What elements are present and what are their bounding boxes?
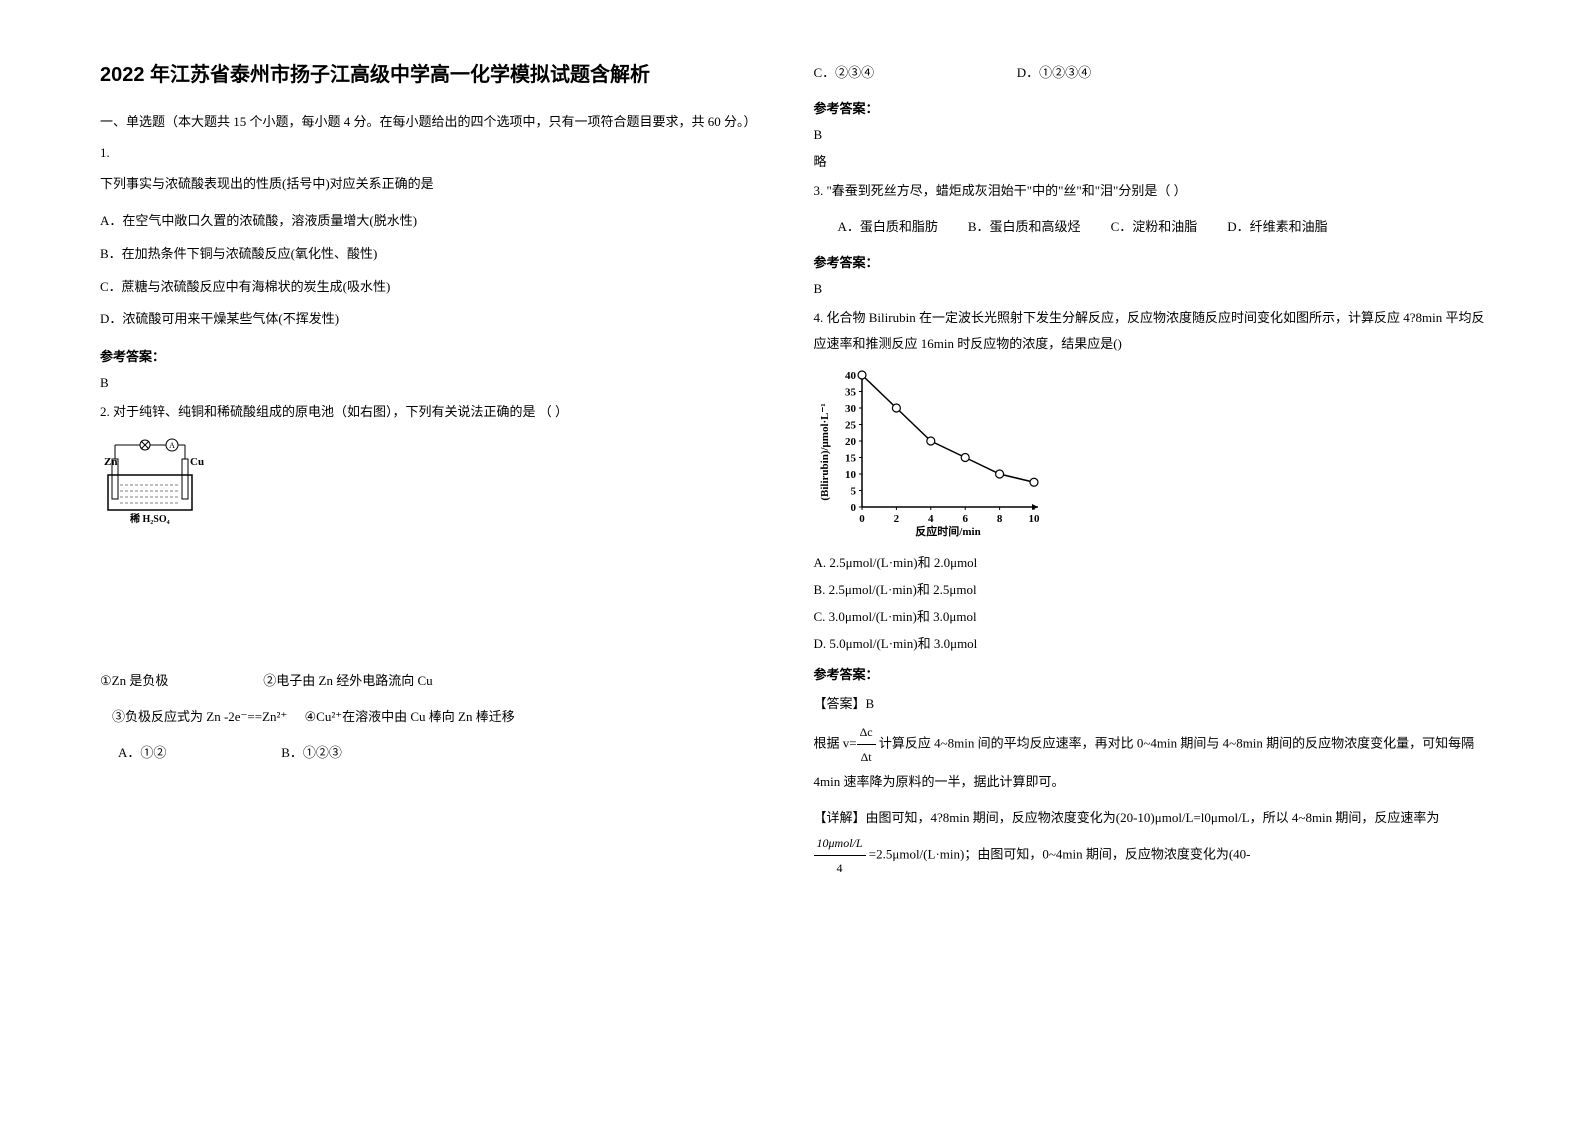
svg-text:30: 30 (845, 403, 857, 415)
svg-text:反应时间/min: 反应时间/min (915, 524, 980, 537)
q4-frac1-den: Δt (857, 745, 876, 769)
q2-note: 略 (814, 151, 1488, 170)
exam-page: 2022 年江苏省泰州市扬子江高级中学高一化学模拟试题含解析 一、单选题（本大题… (0, 60, 1587, 890)
ammeter-label: A (169, 441, 175, 450)
q1-answer: B (100, 375, 774, 391)
svg-text:25: 25 (845, 420, 857, 432)
zn-electrode-label: Zn (104, 456, 117, 468)
q4-analysis-p2-pre: 【详解】由图可知，4?8min 期间，反应物浓度变化为(20-10)μmol/L… (814, 810, 1440, 825)
q4-chart: 0 5 10 15 20 25 30 35 40 0 2 4 6 8 10 (Bilirubin)/μmol·… (814, 367, 1488, 542)
q2-stmt4: ④Cu²⁺在溶液中由 Cu 棒向 Zn 棒迁移 (305, 709, 515, 724)
q4-option-a: A. 2.5μmol/(L·min)和 2.0μmol (814, 552, 1488, 571)
q1-option-d: D．浓硫酸可用来干燥某些气体(不挥发性) (100, 305, 774, 334)
svg-text:8: 8 (996, 513, 1002, 525)
q3-option-d: D．纤维素和油脂 (1227, 214, 1327, 240)
q2-stmt1: ①Zn 是负极 (100, 668, 260, 694)
q2-options-ab: A．①② B．①②③ (100, 740, 774, 766)
q2-statements-row2: ③负极反应式为 Zn -2e⁻==Zn²⁺ ④Cu²⁺在溶液中由 Cu 棒向 Z… (100, 704, 774, 730)
svg-text:6: 6 (962, 513, 968, 525)
q1-stem: 下列事实与浓硫酸表现出的性质(括号中)对应关系正确的是 (100, 171, 774, 197)
q1-ref-answer-label: 参考答案： (100, 346, 774, 365)
svg-text:20: 20 (845, 436, 857, 448)
q1-number: 1. (100, 145, 774, 161)
exam-title: 2022 年江苏省泰州市扬子江高级中学高一化学模拟试题含解析 (100, 60, 774, 90)
q4-analysis-p1: 根据 v=ΔcΔt 计算反应 4~8min 间的平均反应速率，再对比 0~4mi… (814, 720, 1488, 795)
q4-frac2: 10μmol/L4 (814, 831, 866, 880)
q2-option-c: C．②③④ (814, 60, 1014, 86)
svg-text:0: 0 (859, 513, 865, 525)
q4-analysis-p2: 【详解】由图可知，4?8min 期间，反应物浓度变化为(20-10)μmol/L… (814, 805, 1488, 880)
q4-frac1: ΔcΔt (857, 720, 876, 769)
right-column: C．②③④ D．①②③④ 参考答案： B 略 3. "春蚕到死丝方尽，蜡炬成灰泪… (814, 60, 1488, 890)
q2-statements-row1: ①Zn 是负极 ②电子由 Zn 经外电路流向 Cu (100, 668, 774, 694)
svg-text:5: 5 (850, 486, 856, 498)
q3-options: A．蛋白质和脂肪 B．蛋白质和高级烃 C．淀粉和油脂 D．纤维素和油脂 (838, 214, 1488, 240)
q3-option-a: A．蛋白质和脂肪 (838, 214, 938, 240)
q3-option-b: B．蛋白质和高级烃 (968, 214, 1081, 240)
q4-analysis-p2-post: =2.5μmol/(L·min)；由图可知，0~4min 期间，反应物浓度变化为… (866, 846, 1251, 861)
section-one-header: 一、单选题（本大题共 15 个小题，每小题 4 分。在每小题给出的四个选项中，只… (100, 110, 774, 133)
q2-answer: B (814, 127, 1488, 143)
q2-stmt3: ③负极反应式为 Zn -2e⁻==Zn²⁺ (112, 709, 287, 724)
cu-electrode-label: Cu (190, 456, 204, 468)
q2-ref-answer-label: 参考答案： (814, 98, 1488, 117)
q1-option-c: C．蔗糖与浓硫酸反应中有海棉状的炭生成(吸水性) (100, 273, 774, 302)
q4-option-c: C. 3.0μmol/(L·min)和 3.0μmol (814, 606, 1488, 625)
q4-analysis-p1-pre: 根据 v= (814, 735, 857, 750)
spacer (100, 538, 774, 668)
q3-stem: 3. "春蚕到死丝方尽，蜡炬成灰泪始干"中的"丝"和"泪"分别是（ ） (814, 178, 1488, 204)
q4-analysis-p1-post: 计算反应 4~8min 间的平均反应速率，再对比 0~4min 期间与 4~8m… (814, 735, 1475, 789)
q4-stem: 4. 化合物 Bilirubin 在一定波长光照射下发生分解反应，反应物浓度随反… (814, 305, 1488, 357)
q3-ref-answer-label: 参考答案： (814, 252, 1488, 271)
svg-text:10: 10 (845, 469, 857, 481)
q4-option-b: B. 2.5μmol/(L·min)和 2.5μmol (814, 579, 1488, 598)
q1-option-b: B．在加热条件下铜与浓硫酸反应(氧化性、酸性) (100, 240, 774, 269)
q2-option-a: A．①② (118, 740, 278, 766)
q1-option-a: A．在空气中敞口久置的浓硫酸，溶液质量增大(脱水性) (100, 207, 774, 236)
svg-text:10: 10 (1028, 513, 1040, 525)
svg-text:40: 40 (845, 370, 857, 382)
q3-option-c: C．淀粉和油脂 (1111, 214, 1198, 240)
q4-answer: 【答案】B (814, 693, 1488, 712)
left-column: 2022 年江苏省泰州市扬子江高级中学高一化学模拟试题含解析 一、单选题（本大题… (100, 60, 774, 890)
q4-ref-answer-label: 参考答案： (814, 664, 1488, 683)
q4-option-d: D. 5.0μmol/(L·min)和 3.0μmol (814, 633, 1488, 652)
svg-text:15: 15 (845, 453, 857, 465)
svg-text:4: 4 (928, 513, 934, 525)
q2-circuit-diagram: A Zn Cu 稀 H₂SO₄ (100, 435, 774, 530)
q2-options-cd: C．②③④ D．①②③④ (814, 60, 1488, 86)
svg-text:(Bilirubin)/μmol·L⁻¹: (Bilirubin)/μmol·L⁻¹ (819, 403, 831, 500)
q2-stmt2: ②电子由 Zn 经外电路流向 Cu (263, 673, 432, 688)
q4-frac2-den: 4 (814, 856, 866, 880)
electrolyte-label: 稀 H₂SO₄ (130, 512, 170, 525)
q3-answer: B (814, 281, 1488, 297)
svg-text:0: 0 (850, 502, 856, 514)
svg-text:2: 2 (893, 513, 899, 525)
q2-option-d: D．①②③④ (1017, 65, 1091, 80)
q2-option-b: B．①②③ (281, 745, 342, 760)
q4-frac1-num: Δc (857, 720, 876, 745)
q2-stem: 2. 对于纯锌、纯铜和稀硫酸组成的原电池（如右图），下列有关说法正确的是 （ ） (100, 399, 774, 425)
svg-text:35: 35 (845, 387, 857, 399)
q4-frac2-num: 10μmol/L (814, 831, 866, 856)
